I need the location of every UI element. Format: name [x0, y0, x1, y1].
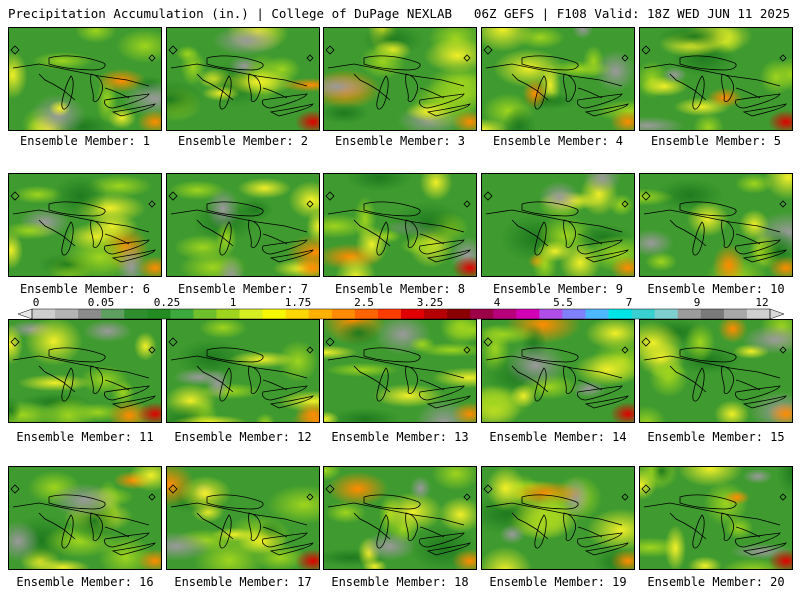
colorbar-swatch: [654, 309, 679, 319]
colorbar-tick-label: 7: [625, 296, 633, 309]
ensemble-member-label: Ensemble Member: 19: [489, 575, 627, 589]
colorbar-swatch: [401, 309, 425, 319]
ensemble-member-map: [8, 319, 162, 423]
ensemble-member-label: Ensemble Member: 8: [334, 282, 466, 296]
colorbar-tick-label: 2.5: [354, 296, 374, 309]
ensemble-member-label: Ensemble Member: 2: [177, 134, 309, 148]
colorbar-swatch: [101, 309, 125, 319]
ensemble-member-map: [323, 466, 477, 570]
ensemble-member-label: Ensemble Member: 13: [331, 430, 469, 444]
colorbar-swatch: [539, 309, 563, 319]
colorbar-swatch: [677, 309, 702, 319]
ensemble-member-label: Ensemble Member: 1: [19, 134, 151, 148]
colorbar-swatch: [723, 309, 748, 319]
colorbar-swatch: [193, 309, 217, 319]
ensemble-member-label: Ensemble Member: 18: [331, 575, 469, 589]
ensemble-member-map: [8, 173, 162, 277]
colorbar-swatch: [239, 309, 264, 319]
colorbar-swatch: [331, 309, 356, 319]
ensemble-member-map: [481, 173, 635, 277]
colorbar-tick-label: 0.05: [87, 296, 115, 309]
colorbar-swatch: [585, 309, 609, 319]
ensemble-member-label: Ensemble Member: 9: [492, 282, 624, 296]
colorbar-swatch: [78, 309, 102, 319]
colorbar-swatch: [216, 309, 240, 319]
ensemble-member-label: Ensemble Member: 11: [16, 430, 154, 444]
colorbar-tick-label: 0.25: [153, 296, 181, 309]
ensemble-member-label: Ensemble Member: 7: [177, 282, 309, 296]
ensemble-member-map: [323, 173, 477, 277]
colorbar-swatch: [700, 309, 725, 319]
ensemble-member-map: [481, 27, 635, 131]
colorbar-swatch: [170, 309, 194, 319]
ensemble-member-map: [639, 466, 793, 570]
colorbar-swatch: [285, 309, 310, 319]
colorbar-swatch: [147, 309, 171, 319]
ensemble-member-label: Ensemble Member: 5: [650, 134, 782, 148]
colorbar-tick-label: 4: [493, 296, 501, 309]
ensemble-member-label: Ensemble Member: 15: [647, 430, 785, 444]
ensemble-member-label: Ensemble Member: 3: [334, 134, 466, 148]
ensemble-member-map: [481, 466, 635, 570]
ensemble-member-label: Ensemble Member: 20: [647, 575, 785, 589]
colorbar-swatch: [377, 309, 402, 319]
colorbar-tick-label: 9: [693, 296, 701, 309]
ensemble-member-map: [323, 319, 477, 423]
page-title: Precipitation Accumulation (in.) | Colle…: [8, 6, 453, 21]
colorbar-tick-label: 0: [32, 296, 40, 309]
colorbar-swatch: [746, 309, 771, 319]
ensemble-member-map: [639, 27, 793, 131]
colorbar-swatch: [562, 309, 586, 319]
ensemble-member-label: Ensemble Member: 6: [19, 282, 151, 296]
colorbar-tick-label: 12: [755, 296, 769, 309]
colorbar-swatch: [608, 309, 633, 319]
colorbar-swatch: [32, 309, 56, 319]
ensemble-member-map: [639, 319, 793, 423]
ensemble-member-map: [166, 173, 320, 277]
ensemble-member-map: [639, 173, 793, 277]
colorbar-swatch: [424, 309, 448, 319]
ensemble-member-map: [481, 319, 635, 423]
colorbar-swatch: [493, 309, 517, 319]
colorbar-swatch: [447, 309, 471, 319]
ensemble-member-map: [8, 466, 162, 570]
model-run-info: 06Z GEFS | F108 Valid: 18Z WED JUN 11 20…: [473, 6, 790, 21]
ensemble-member-map: [166, 466, 320, 570]
ensemble-member-map: [8, 27, 162, 131]
colorbar-swatch: [516, 309, 540, 319]
ensemble-member-label: Ensemble Member: 17: [174, 575, 312, 589]
colorbar-tick-label: 1.75: [284, 296, 312, 309]
colorbar-swatch: [354, 309, 379, 319]
colorbar-swatch: [124, 309, 148, 319]
ensemble-member-map: [166, 319, 320, 423]
ensemble-member-map: [323, 27, 477, 131]
ensemble-member-map: [166, 27, 320, 131]
precipitation-colorbar: [17, 306, 785, 320]
colorbar-tick-label: 3.25: [416, 296, 444, 309]
colorbar-swatch: [470, 309, 494, 319]
ensemble-member-label: Ensemble Member: 16: [16, 575, 154, 589]
colorbar-swatch: [55, 309, 79, 319]
colorbar-swatch: [631, 309, 656, 319]
ensemble-member-label: Ensemble Member: 12: [174, 430, 312, 444]
ensemble-member-label: Ensemble Member: 14: [489, 430, 627, 444]
colorbar-swatch: [308, 309, 333, 319]
ensemble-member-label: Ensemble Member: 10: [647, 282, 785, 296]
ensemble-member-label: Ensemble Member: 4: [492, 134, 624, 148]
colorbar-tick-label: 5.5: [553, 296, 573, 309]
colorbar-swatch: [262, 309, 287, 319]
colorbar-tick-label: 1: [229, 296, 237, 309]
